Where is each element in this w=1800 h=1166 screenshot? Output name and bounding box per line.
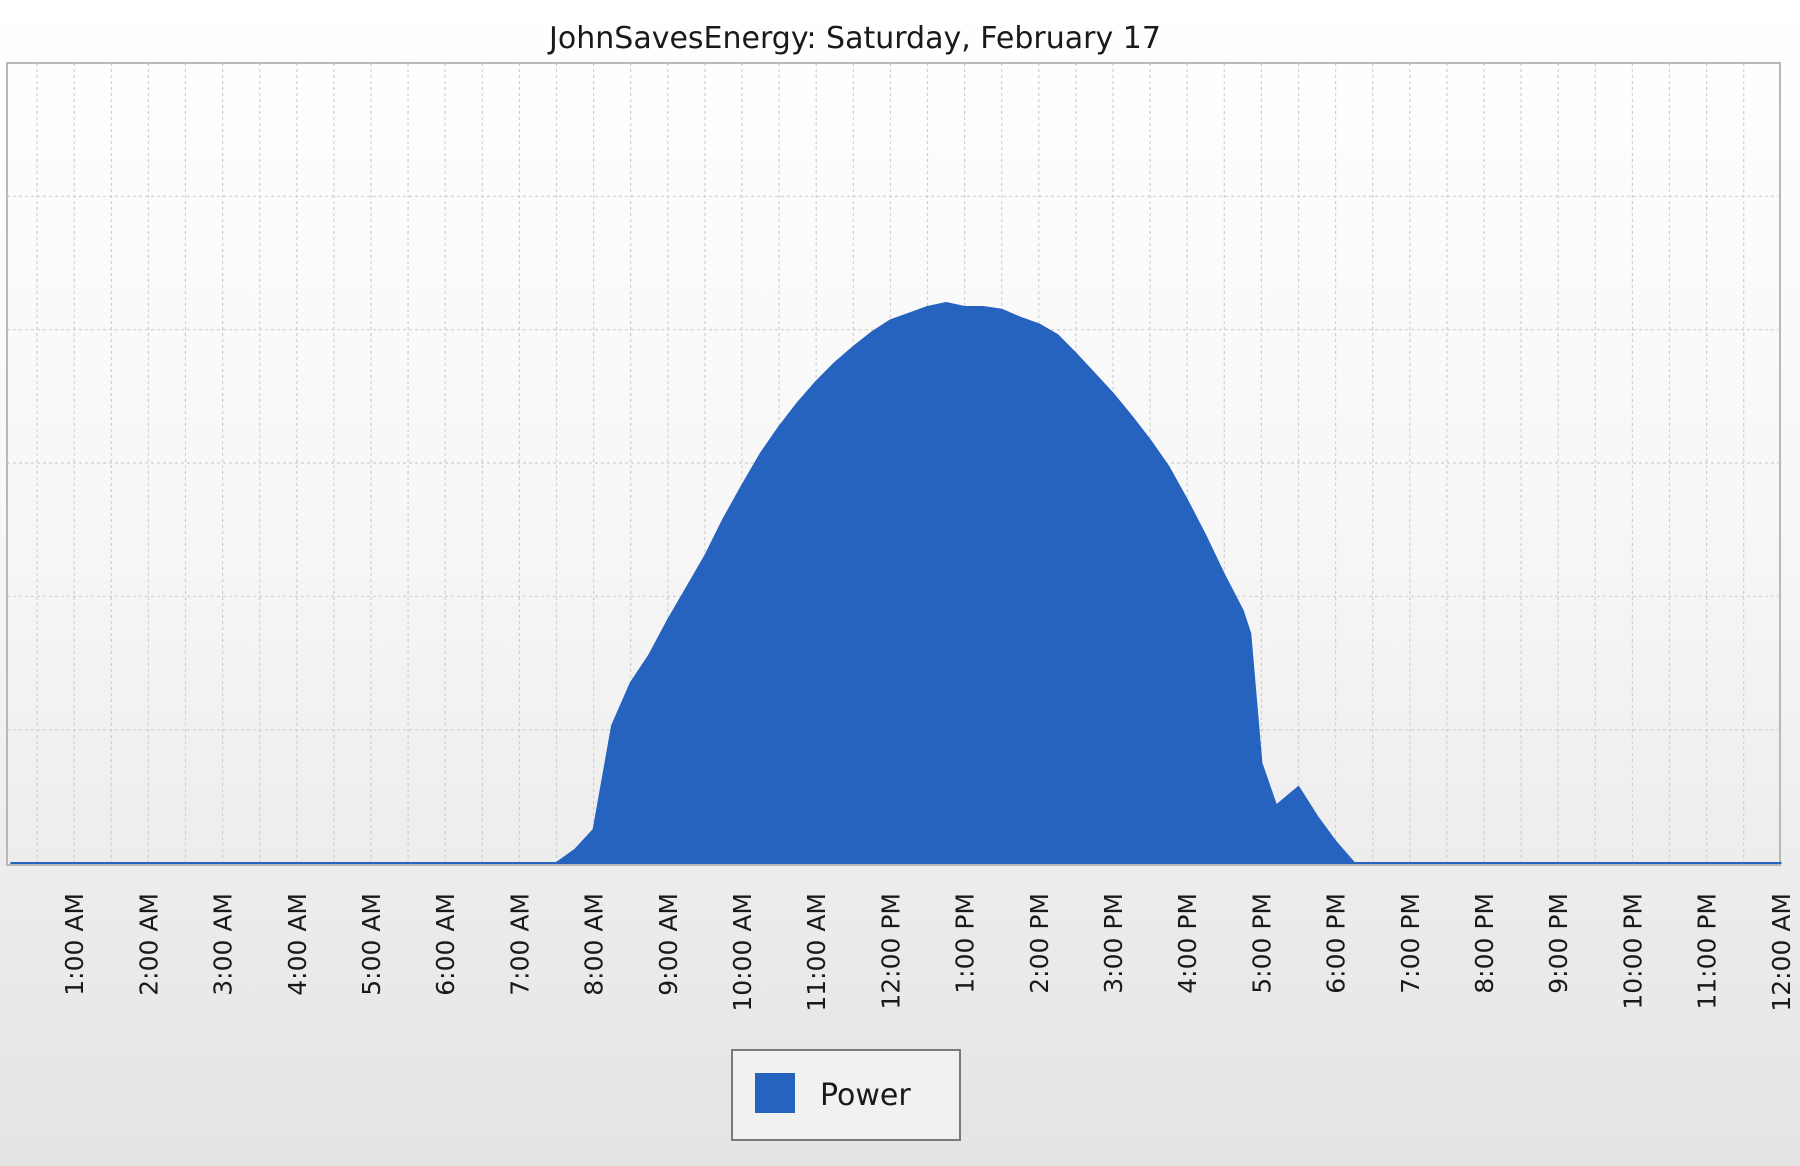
x-tick-label: 2:00 PM [1025,893,1054,994]
series-layer [10,302,1782,864]
x-tick-label: 7:00 PM [1396,893,1425,994]
x-tick-label: 9:00 AM [654,893,683,996]
legend: Power [731,1049,961,1141]
series-area-power [10,302,1782,864]
x-tick-label: 5:00 PM [1247,893,1276,994]
x-tick-label: 5:00 AM [357,893,386,996]
x-tick-label: 11:00 AM [802,893,831,1012]
x-tick-label: 1:00 PM [951,893,980,994]
x-tick-label: 9:00 PM [1544,893,1573,994]
x-tick-label: 4:00 AM [283,893,312,996]
x-tick-label: 8:00 PM [1470,893,1499,994]
x-tick-label: 1:00 AM [60,893,89,996]
x-tick-label: 10:00 PM [1618,893,1647,1010]
x-tick-label: 10:00 AM [728,893,757,1012]
legend-label-power: Power [820,1078,911,1113]
x-tick-label: 8:00 AM [580,893,609,996]
x-tick-label: 6:00 AM [431,893,460,996]
x-tick-label: 2:00 AM [134,893,163,996]
x-tick-label: 11:00 PM [1693,893,1722,1010]
x-tick-label: 7:00 AM [505,893,534,996]
x-tick-label: 4:00 PM [1173,893,1202,994]
x-axis-ticks: 1:00 AM 2:00 AM 3:00 AM 4:00 AM 5:00 AM 6:00 … [60,893,1796,1012]
x-tick-label: 12:00 AM [1767,893,1796,1012]
plot-area [6,62,1781,866]
x-tick-label: 3:00 PM [1099,893,1128,994]
legend-swatch-power [755,1073,795,1113]
x-tick-label: 3:00 AM [209,893,238,996]
x-tick-label: 12:00 PM [876,893,905,1010]
x-tick-label: 6:00 PM [1322,893,1351,994]
chart-title: JohnSavesEnergy: Saturday, February 17 [547,21,1161,56]
